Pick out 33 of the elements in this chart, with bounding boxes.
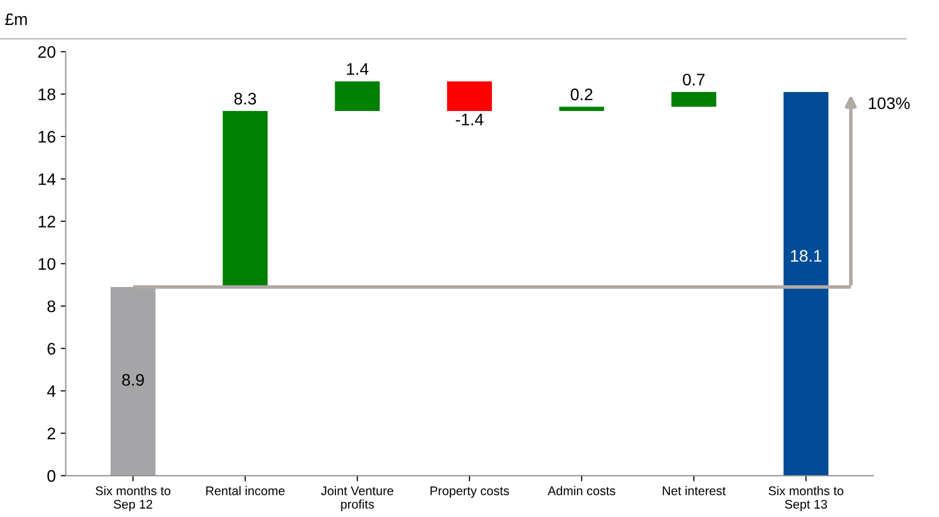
data-label: 1.4 bbox=[347, 63, 368, 75]
bar bbox=[559, 106, 604, 112]
y-tick-label: 2 bbox=[48, 428, 56, 440]
y-tick-label: 0 bbox=[47, 470, 56, 482]
text: 103% bbox=[868, 97, 910, 110]
y-tick-label: 8 bbox=[47, 300, 56, 312]
x-tick-label: Rental income bbox=[206, 486, 285, 496]
bar bbox=[784, 92, 828, 476]
data-label: 0.7 bbox=[682, 74, 705, 86]
y-tick-label: 16 bbox=[38, 130, 56, 143]
bar bbox=[671, 92, 716, 107]
x-tick-label: Six months to Sept 13 bbox=[768, 486, 844, 512]
y-tick-label: 14 bbox=[38, 173, 56, 185]
data-label: 8.9 bbox=[122, 374, 144, 386]
x-tick-label: Joint Venture profits bbox=[321, 486, 394, 512]
y-tick-label: 4 bbox=[47, 385, 56, 397]
bar bbox=[222, 111, 268, 287]
data-label: -1.4 bbox=[456, 114, 484, 126]
data-label: 8.3 bbox=[234, 92, 256, 105]
x-tick-label: Six months to Sep 12 bbox=[96, 486, 170, 512]
x-tick-label: Admin costs bbox=[548, 486, 616, 496]
data-label: 18.1 bbox=[791, 250, 822, 262]
y-tick-label: 20 bbox=[38, 46, 56, 58]
x-tick-label: Property costs bbox=[430, 486, 509, 498]
y-tick-label: 12 bbox=[38, 216, 56, 228]
data-label: 0.2 bbox=[570, 88, 592, 100]
y-axis-title: £m bbox=[5, 13, 27, 26]
y-tick-label: 18 bbox=[38, 88, 56, 100]
y-tick-label: 10 bbox=[38, 258, 56, 270]
x-tick-label: Net interest bbox=[662, 486, 726, 496]
bar bbox=[447, 81, 492, 112]
y-tick-label: 6 bbox=[48, 342, 56, 355]
bar bbox=[334, 81, 380, 112]
